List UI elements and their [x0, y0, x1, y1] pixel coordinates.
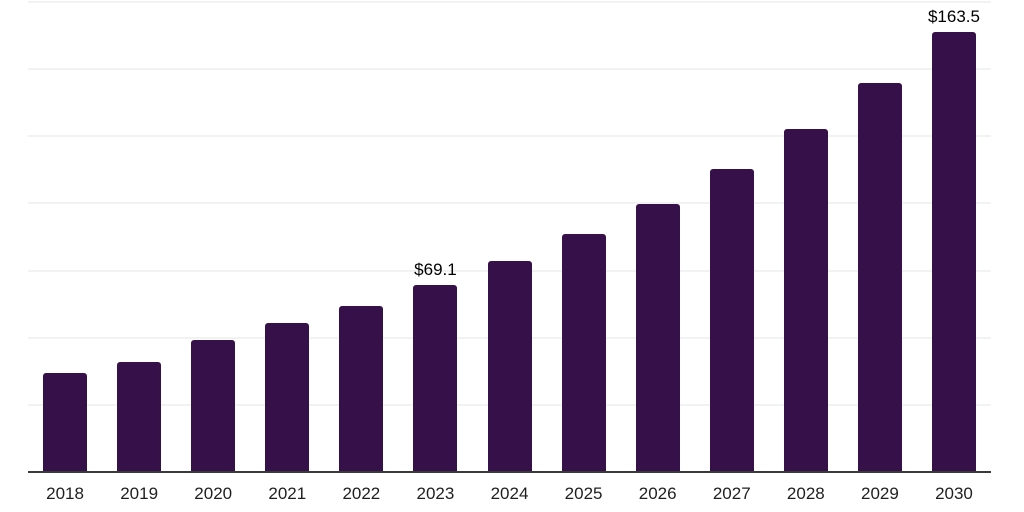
bar-2018 — [43, 372, 88, 471]
bar-2020 — [191, 339, 236, 471]
bar-2023 — [413, 285, 458, 471]
bar-2026 — [635, 204, 680, 471]
bar-2028 — [783, 128, 828, 471]
bar-column-2024 — [472, 1, 546, 471]
bar-2027 — [709, 168, 754, 471]
x-tick-label-2029: 2029 — [860, 484, 899, 503]
x-tick-label-2026: 2026 — [638, 484, 677, 503]
bar-2022 — [339, 305, 384, 471]
x-tick-label-2023: 2023 — [416, 484, 455, 503]
x-tick-label-2021: 2021 — [268, 484, 307, 503]
bar-column-2027 — [695, 1, 769, 471]
bar-2029 — [857, 82, 902, 471]
x-axis-line — [28, 471, 991, 473]
bar-2019 — [117, 361, 162, 471]
bar-2024 — [487, 260, 532, 471]
bar-2021 — [265, 323, 310, 471]
bar-column-2021 — [250, 1, 324, 471]
gridline-125 — [28, 135, 991, 138]
gridline-175 — [28, 1, 991, 3]
x-axis-labels: 2018 2019 2020 2021 2022 2023 2024 2025 2026 2027… — [28, 483, 991, 504]
gridline-100 — [28, 202, 991, 205]
bar-2030 — [931, 31, 976, 471]
x-tick-label-2024: 2024 — [490, 484, 529, 503]
x-tick-label-2020: 2020 — [194, 484, 233, 503]
bar-2025 — [561, 233, 606, 471]
bar-column-2019 — [102, 1, 176, 471]
x-tick-label-2027: 2027 — [712, 484, 751, 503]
bar-column-2025 — [547, 1, 621, 471]
x-tick-label-2022: 2022 — [342, 484, 381, 503]
bar-column-2020 — [176, 1, 250, 471]
bar-value-label-2023: $69.1 — [414, 260, 457, 280]
x-tick-label-2018: 2018 — [46, 484, 84, 503]
plot-area: $69.1 $163.5 — [28, 1, 991, 471]
x-tick-label-2028: 2028 — [786, 484, 825, 503]
x-tick-label-2019: 2019 — [120, 484, 159, 503]
bar-column-2018 — [28, 1, 102, 471]
bar-value-label-2030: $163.5 — [927, 6, 980, 26]
bar-column-2022 — [324, 1, 398, 471]
bar-column-2029 — [843, 1, 917, 471]
x-tick-label-2025: 2025 — [564, 484, 603, 503]
bar-column-2026 — [621, 1, 695, 471]
x-tick-label-2030: 2030 — [935, 484, 973, 503]
bar-column-2030: $163.5 — [917, 1, 991, 471]
bar-column-2028 — [769, 1, 843, 471]
gridline-150 — [28, 68, 991, 71]
bar-column-2023: $69.1 — [398, 1, 472, 471]
